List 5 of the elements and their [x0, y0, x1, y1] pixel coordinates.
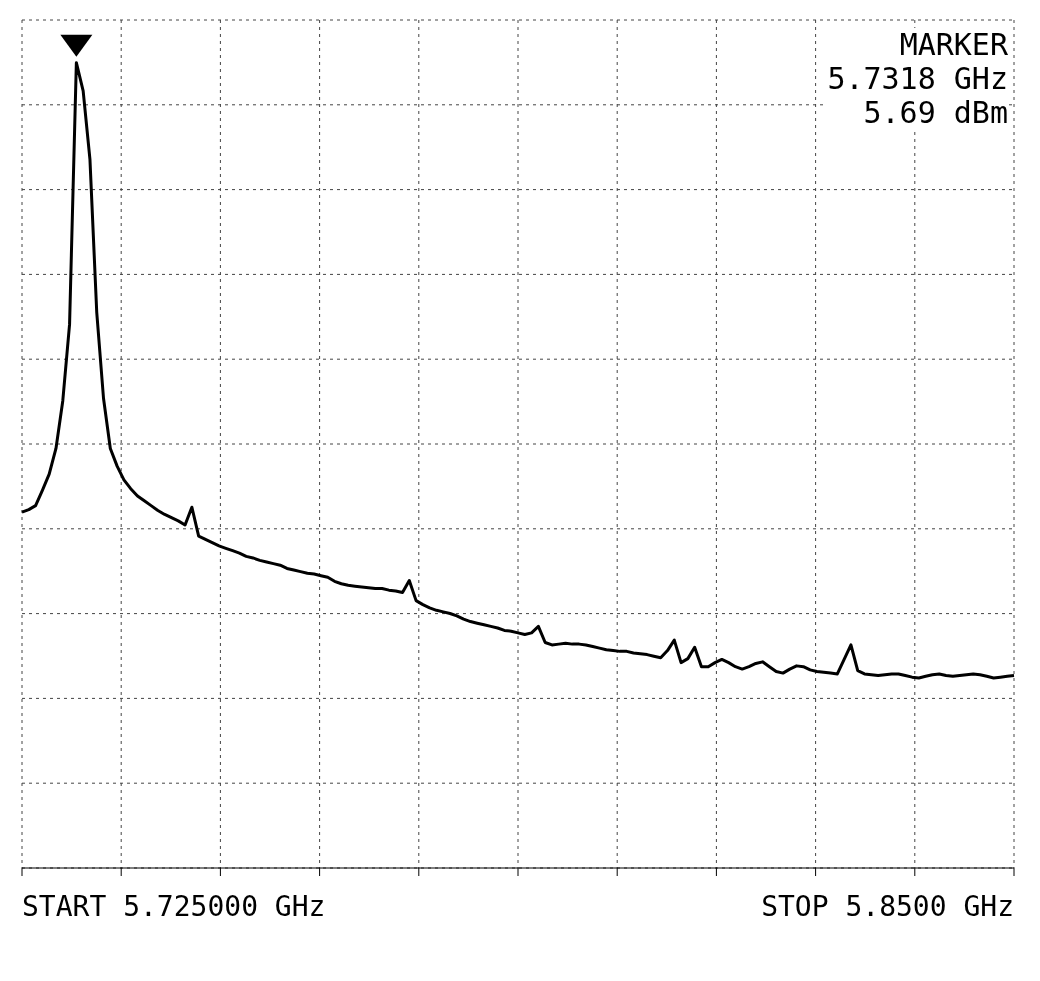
annotation: 5.7318 GHz [827, 61, 1008, 96]
text: STOP 5.8500 GHz [761, 890, 1014, 923]
text: START 5.725000 GHz [22, 890, 326, 923]
text: MARKER [898, 27, 1008, 62]
annotation: 5.69 dBm [862, 95, 1008, 130]
